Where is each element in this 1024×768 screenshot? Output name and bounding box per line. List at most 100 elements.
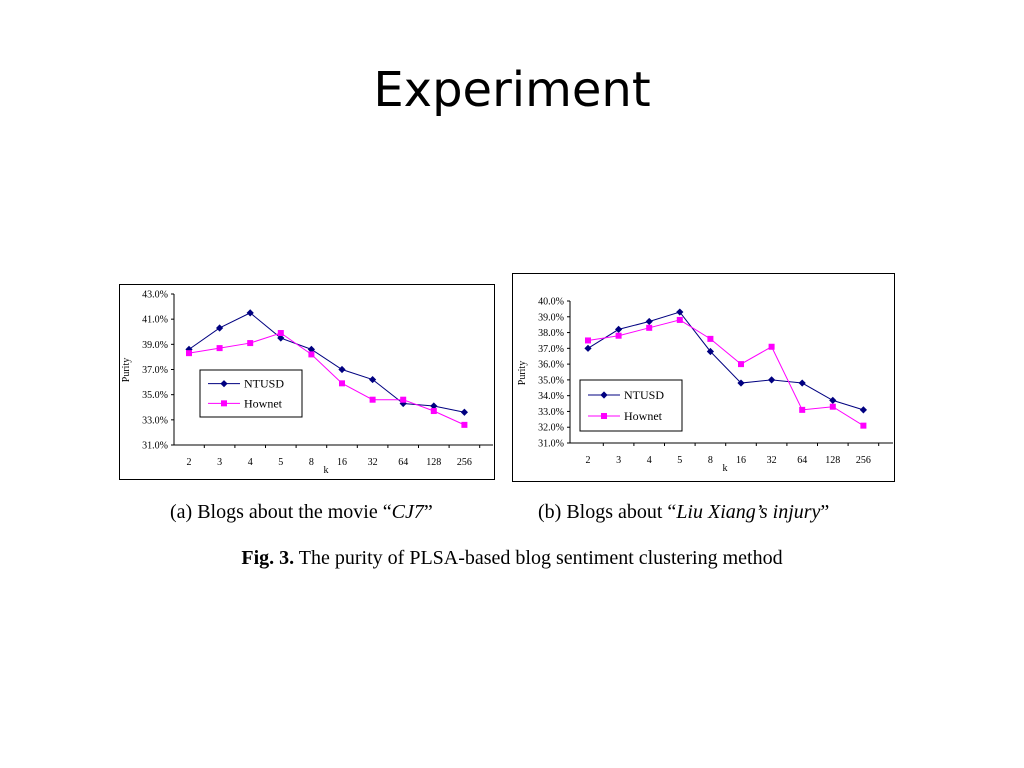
chart-a-x-tick-label: 3 bbox=[217, 457, 222, 468]
chart-b-legend-ntusd-marker bbox=[600, 391, 608, 399]
chart-b-series-hownet-point bbox=[615, 332, 622, 339]
chart-b-series-hownet-point bbox=[707, 335, 714, 342]
chart-b-y-tick-label: 33.0% bbox=[538, 407, 564, 418]
chart-a-series-hownet-line bbox=[188, 332, 465, 426]
subcaption-b-italic: Liu Xiang’s injury bbox=[676, 501, 821, 523]
chart-a-x-tick-label: 128 bbox=[426, 457, 441, 468]
subcaption-b: (b) Blogs about “Liu Xiang’s injury” bbox=[538, 501, 829, 524]
chart-b-y-tick-label: 37.0% bbox=[538, 344, 564, 355]
figure-caption-label: Fig. 3. bbox=[241, 547, 295, 569]
chart-a-series-hownet-point bbox=[461, 421, 468, 428]
subcaption-b-prefix: (b) Blogs about “ bbox=[538, 501, 677, 523]
chart-a-x-tick-label: 256 bbox=[457, 457, 472, 468]
chart-a-series-ntusd-point bbox=[338, 365, 346, 374]
chart-a-series-hownet-point bbox=[308, 351, 315, 358]
chart-b-series-ntusd-point bbox=[768, 376, 776, 384]
chart-a-series-ntusd-point bbox=[246, 309, 254, 317]
chart-b-y-tick-label: 38.0% bbox=[538, 328, 564, 339]
chart-b-series-ntusd-point bbox=[706, 347, 714, 356]
chart-a-legend-ntusd-label: NTUSD bbox=[244, 377, 284, 391]
chart-b-series-hownet-point bbox=[738, 361, 744, 368]
chart-b-legend-hownet-marker bbox=[601, 413, 607, 419]
chart-a-series-ntusd-point bbox=[185, 345, 193, 353]
chart-a-series-hownet-point bbox=[277, 330, 284, 337]
chart-b-x-tick-label: 256 bbox=[856, 455, 871, 466]
chart-b-x-tick-label: 8 bbox=[708, 455, 713, 466]
chart-b-series-hownet-point bbox=[799, 406, 806, 413]
chart-a-x-tick-label: 8 bbox=[309, 457, 314, 468]
chart-a-x-tick-label: 2 bbox=[187, 457, 192, 468]
chart-b-series-ntusd-line bbox=[587, 311, 864, 411]
chart-b-x-tick-label: 64 bbox=[797, 455, 807, 466]
chart-a-series-hownet-point bbox=[369, 396, 376, 403]
purity-chart-cj7: 31.0% 33.0% 35.0% 37.0% 39.0% 41.0% 43.0% 2 3 4 5 8… bbox=[119, 284, 495, 480]
chart-b-y-tick-label: 40.0% bbox=[538, 297, 564, 308]
chart-b-series-hownet-point bbox=[646, 324, 653, 331]
chart-b-y-tick-label: 31.0% bbox=[538, 439, 564, 450]
chart-b-x-tick-label: 32 bbox=[767, 455, 777, 466]
subcaption-b-suffix: ” bbox=[820, 501, 830, 523]
chart-a-series-hownet-point bbox=[247, 340, 254, 347]
chart-b-x-tick-label: 4 bbox=[647, 455, 652, 466]
subcaption-a-suffix: ” bbox=[423, 501, 433, 523]
chart-a-frame bbox=[119, 284, 495, 480]
chart-b-y-tick-label: 35.0% bbox=[538, 375, 564, 386]
chart-b-y-tick-label: 36.0% bbox=[538, 360, 564, 371]
chart-b-series-hownet-point bbox=[829, 403, 836, 410]
chart-b-x-tick-label: 3 bbox=[616, 455, 621, 466]
chart-a-y-tick-label: 39.0% bbox=[142, 340, 168, 351]
chart-b-legend-box bbox=[579, 379, 683, 432]
chart-a-series-hownet-point bbox=[339, 380, 345, 387]
subcaption-a-prefix: (a) Blogs about the movie “ bbox=[170, 501, 392, 523]
chart-a-y-tick-label: 37.0% bbox=[142, 365, 168, 376]
chart-b-series-ntusd-point bbox=[737, 379, 745, 387]
chart-b-y-tick-label: 34.0% bbox=[538, 391, 564, 402]
chart-b-series-hownet-point bbox=[585, 337, 591, 344]
chart-a-legend-hownet-marker bbox=[221, 400, 227, 407]
chart-b-legend-hownet-label: Hownet bbox=[624, 409, 663, 423]
chart-b-x-tick-label: 2 bbox=[586, 455, 591, 466]
chart-a-y-tick-label: 41.0% bbox=[142, 315, 168, 326]
chart-a-y-axis-title: Purity bbox=[121, 358, 132, 382]
chart-b-series-hownet-point bbox=[860, 422, 867, 429]
chart-a-series-ntusd-point bbox=[460, 408, 468, 416]
chart-a-x-tick-label: 5 bbox=[278, 457, 283, 468]
chart-a-x-tick-label: 16 bbox=[337, 457, 347, 468]
chart-a-series-ntusd-point bbox=[430, 402, 438, 410]
chart-a-series-hownet-point bbox=[400, 396, 407, 403]
chart-a-x-tick-label: 4 bbox=[248, 457, 253, 468]
subcaption-a: (a) Blogs about the movie “CJ7” bbox=[170, 501, 433, 524]
chart-a-y-tick-label: 31.0% bbox=[142, 441, 168, 452]
figure-caption: Fig. 3. The purity of PLSA-based blog se… bbox=[0, 547, 1024, 570]
chart-a-x-axis-title: k bbox=[324, 465, 329, 476]
chart-a-legend-box bbox=[199, 369, 303, 418]
chart-a-x-tick-label: 64 bbox=[398, 457, 408, 468]
purity-chart-liu-xiang: 31.0% 32.0% 33.0% 34.0% 35.0% 36.0% 37.0% 38.0%… bbox=[512, 273, 895, 482]
chart-b-series-hownet-line bbox=[587, 319, 864, 427]
chart-b-x-axis-title: k bbox=[723, 463, 728, 474]
chart-a-series-hownet-point bbox=[216, 345, 223, 352]
chart-a-series-ntusd-point bbox=[307, 345, 315, 353]
chart-b-x-tick-label: 5 bbox=[677, 455, 682, 466]
chart-b-y-tick-label: 32.0% bbox=[538, 423, 564, 434]
chart-b-legend-ntusd-label: NTUSD bbox=[624, 388, 664, 402]
chart-a-x-tick-label: 32 bbox=[368, 457, 378, 468]
chart-a-y-tick-label: 35.0% bbox=[142, 390, 168, 401]
chart-b-series-hownet-point bbox=[768, 343, 775, 350]
chart-b-y-tick-label: 39.0% bbox=[538, 312, 564, 323]
chart-b-x-tick-label: 128 bbox=[825, 455, 840, 466]
chart-b-y-axis-title: Purity bbox=[517, 361, 528, 385]
chart-a-series-hownet-point bbox=[186, 350, 192, 357]
chart-b-series-ntusd-point bbox=[645, 317, 653, 326]
chart-a-y-tick-label: 43.0% bbox=[142, 290, 168, 301]
chart-b-series-hownet-point bbox=[676, 316, 683, 323]
slide-title: Experiment bbox=[373, 62, 651, 118]
chart-a-legend-hownet-label: Hownet bbox=[244, 396, 283, 410]
chart-b-series-ntusd-point bbox=[859, 406, 867, 414]
chart-a-series-ntusd-line bbox=[188, 312, 465, 413]
chart-a-series-hownet-point bbox=[430, 408, 437, 415]
subcaption-a-italic: CJ7 bbox=[391, 501, 424, 523]
figure-caption-text: The purity of PLSA-based blog sentiment … bbox=[294, 547, 783, 569]
chart-b-frame bbox=[512, 273, 895, 482]
chart-b-x-tick-label: 16 bbox=[736, 455, 746, 466]
